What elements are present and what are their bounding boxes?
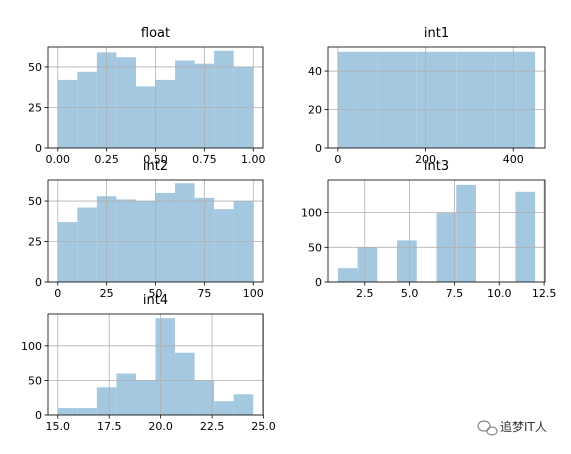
bar (475, 51, 496, 148)
x-tick-label: 400 (503, 153, 524, 166)
bar (397, 240, 417, 282)
bar (416, 51, 437, 148)
x-tick-label: 100 (243, 287, 264, 300)
y-tick-label: 0 (35, 142, 42, 155)
bar (175, 352, 195, 415)
x-tick-label: 50 (149, 287, 163, 300)
bar (155, 192, 176, 282)
x-tick-label: 20.0 (148, 420, 173, 433)
axes-frame (327, 46, 546, 149)
y-tick-label: 40 (308, 65, 322, 78)
y-tick-label: 20 (308, 104, 322, 117)
bar (96, 387, 117, 415)
bar (155, 79, 176, 148)
y-tick-label: 50 (28, 195, 42, 208)
subplot-title: int2 (143, 159, 168, 174)
bar (214, 50, 234, 149)
bar (456, 184, 476, 282)
subplot-title: float (141, 26, 170, 41)
x-tick-label: 1.00 (241, 153, 266, 166)
x-tick-label: 10.0 (487, 287, 512, 300)
bar (77, 71, 97, 148)
x-tick-label: 5.0 (401, 287, 419, 300)
y-tick-label: 0 (315, 276, 322, 289)
x-tick-label: 0 (334, 153, 341, 166)
x-tick-label: 75 (197, 287, 211, 300)
x-tick-label: 25.0 (251, 420, 276, 433)
subplot-title: int1 (424, 26, 449, 41)
axes-frame (327, 179, 546, 283)
bar (337, 268, 358, 282)
watermark: 追梦IT人 (500, 419, 547, 434)
x-tick-label: 2.5 (356, 287, 374, 300)
axes-frame (47, 46, 264, 149)
y-tick-label: 50 (28, 61, 42, 74)
y-tick-label: 100 (21, 340, 42, 353)
x-tick-label: 12.5 (532, 287, 557, 300)
bar (116, 199, 136, 282)
x-tick-label: 0.75 (192, 153, 217, 166)
watermark-icon (477, 420, 498, 436)
bar (57, 222, 78, 282)
bar (357, 51, 378, 148)
y-tick-label: 25 (28, 101, 42, 114)
bar (436, 51, 457, 148)
x-tick-label: 0.00 (46, 153, 71, 166)
bar (155, 318, 176, 415)
bar (397, 51, 417, 148)
bar (116, 373, 136, 415)
x-tick-label: 22.5 (200, 420, 225, 433)
x-tick-label: 17.5 (97, 420, 122, 433)
y-tick-label: 50 (308, 241, 322, 254)
bar (214, 401, 234, 415)
y-tick-label: 100 (301, 207, 322, 220)
bar (77, 207, 97, 282)
bar (337, 51, 358, 148)
bar (57, 79, 78, 148)
bar (377, 51, 398, 148)
bar (495, 51, 516, 148)
y-tick-label: 0 (35, 276, 42, 289)
subplot-title: int4 (143, 293, 168, 308)
y-tick-label: 50 (28, 374, 42, 387)
x-tick-label: 7.5 (446, 287, 464, 300)
axes-frame (47, 313, 264, 416)
subplot: 0 200 400 0 20 40 int1 (308, 26, 546, 166)
bar (175, 60, 195, 149)
x-tick-label: 0 (54, 287, 61, 300)
subplot: 2.5 5.0 7.5 10.0 12.5 0 50 100 int3 (301, 159, 556, 300)
axes-frame (47, 179, 264, 283)
x-tick-label: 15.0 (46, 420, 71, 433)
bar (77, 408, 97, 415)
bar (135, 86, 156, 148)
x-tick-label: 25 (100, 287, 114, 300)
bar (135, 380, 156, 415)
bar (175, 183, 195, 282)
subplot: 0.00 0.25 0.50 0.75 1.00 0 25 50 float (28, 26, 265, 166)
y-tick-label: 0 (315, 142, 322, 155)
bar (515, 51, 536, 148)
y-tick-label: 0 (35, 409, 42, 422)
bar (357, 247, 378, 282)
subplot: 0 25 50 75 100 0 25 50 int2 (28, 159, 264, 300)
subplot: 15.0 17.5 20.0 22.5 25.0 0 50 100 int4 (21, 293, 276, 433)
bar (194, 380, 215, 415)
subplot-title: int3 (424, 159, 449, 174)
x-tick-label: 0.50 (143, 153, 168, 166)
bar (233, 394, 254, 415)
bar (57, 408, 78, 415)
bar (456, 51, 476, 148)
bar (116, 57, 136, 148)
bar (214, 209, 234, 282)
x-tick-label: 0.25 (94, 153, 119, 166)
x-tick-label: 200 (415, 153, 436, 166)
bar (515, 191, 536, 282)
y-tick-label: 25 (28, 236, 42, 249)
